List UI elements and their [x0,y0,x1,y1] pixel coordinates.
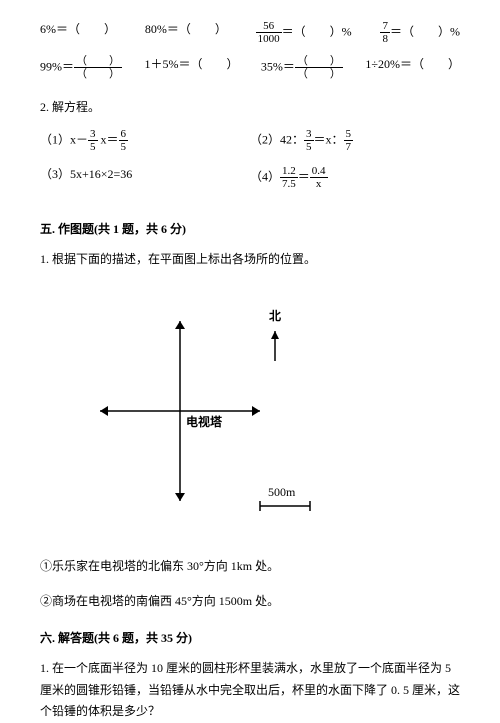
blank: （ ） [412,57,460,71]
equation-grid: （1）x－35 x＝65 （2）42：35＝x：57 （3）5x+16×2=36… [40,128,460,202]
num: （ ） [295,55,343,68]
scale-label: 500m [268,483,295,502]
center-label: 电视塔 [186,413,222,432]
mid: ＝x： [314,132,344,146]
mid: ＝ [298,169,310,183]
num: 3 [304,128,314,141]
axes-svg [60,291,340,531]
den: （ ） [295,68,343,80]
expr-4: 1÷20%＝（ ） [365,55,460,80]
den: x [310,178,328,190]
eq-3: （3）5x+16×2=36 [40,165,250,190]
den: 5 [88,141,98,153]
mid: x＝ [98,132,119,146]
expr-3: 561000＝（ ）% [256,20,352,45]
expr-1: 6%＝（ ） [40,20,116,45]
calc-row-1: 6%＝（ ） 80%＝（ ） 561000＝（ ）% 78＝（ ）% [40,20,460,45]
blank: （ ） [68,22,116,36]
num: 7 [380,20,390,33]
txt: 80%＝ [145,22,179,36]
prefix: （1）x－ [40,132,88,146]
den: 5 [304,141,314,153]
eq-2: （2）42：35＝x：57 [250,128,460,153]
txt: ＝（ ）% [282,24,352,38]
txt: ＝（ ）% [390,24,460,38]
fraction: 1.27.5 [280,165,298,190]
num: 1.2 [280,165,298,178]
blank: （ ） [190,57,238,71]
coordinate-figure: 北 电视塔 500m [60,291,340,541]
txt: （3）5x+16×2=36 [40,167,132,181]
expr-4: 78＝（ ）% [380,20,460,45]
txt: 6%＝ [40,22,68,36]
expr-3: 35%＝（ ）（ ） [261,55,343,80]
fraction: 35 [304,128,314,153]
expr-2: 80%＝（ ） [145,20,227,45]
den: 8 [380,33,390,45]
fraction: 561000 [256,20,282,45]
den: 7.5 [280,178,298,190]
expr-2: 1＋5%＝（ ） [144,55,238,80]
num: 0.4 [310,165,328,178]
calc-row-2: 99%＝（ ）（ ） 1＋5%＝（ ） 35%＝（ ）（ ） 1÷20%＝（ ） [40,55,460,80]
num: 56 [256,20,282,33]
num: 6 [119,128,129,141]
subitem-2: ②商场在电视塔的南偏西 45°方向 1500m 处。 [40,592,460,611]
txt: 1÷20%＝ [365,57,412,71]
fraction: 35 [88,128,98,153]
fraction: （ ）（ ） [74,55,122,80]
section-5-title: 五. 作图题(共 1 题，共 6 分) [40,220,460,239]
num: 5 [344,128,354,141]
den: 1000 [256,33,282,45]
drawing-question: 1. 根据下面的描述，在平面图上标出各场所的位置。 [40,249,460,271]
fraction: 0.4x [310,165,328,190]
eq-4: （4）1.27.5＝0.4x [250,165,460,190]
num: （ ） [74,55,122,68]
fraction: 57 [344,128,354,153]
fraction: 65 [119,128,129,153]
blank: （ ） [179,22,227,36]
subitem-1: ①乐乐家在电视塔的北偏东 30°方向 1km 处。 [40,557,460,576]
fraction: （ ）（ ） [295,55,343,80]
solve-heading: 2. 解方程。 [40,98,460,117]
txt: 99%＝ [40,60,74,74]
section-6-title: 六. 解答题(共 6 题，共 35 分) [40,629,460,648]
den: 7 [344,141,354,153]
txt: 35%＝ [261,60,295,74]
prefix: （4） [250,169,280,183]
den: （ ） [74,68,122,80]
north-label: 北 [269,307,281,326]
expr-1: 99%＝（ ）（ ） [40,55,122,80]
num: 3 [88,128,98,141]
prefix: （2）42： [250,132,304,146]
question-6-1: 1. 在一个底面半径为 10 厘米的圆柱形杯里装满水，水里放了一个底面半径为 5… [40,658,460,723]
eq-1: （1）x－35 x＝65 [40,128,250,153]
fraction: 78 [380,20,390,45]
txt: 1＋5%＝ [144,57,190,71]
den: 5 [119,141,129,153]
